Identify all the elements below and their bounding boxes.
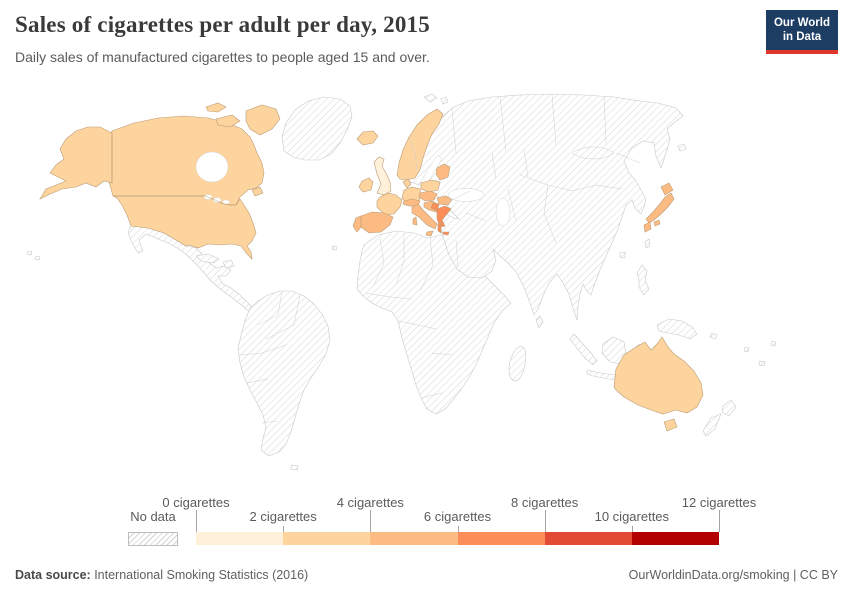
region-philippines[interactable] bbox=[636, 264, 650, 296]
region-baltic-states[interactable] bbox=[435, 163, 451, 181]
hudson-bay bbox=[195, 151, 229, 183]
region-usa[interactable] bbox=[39, 126, 257, 260]
region-poland[interactable] bbox=[420, 179, 441, 193]
region-united-kingdom[interactable] bbox=[373, 156, 392, 196]
legend-tick-mark bbox=[196, 510, 197, 532]
region-canada[interactable] bbox=[103, 102, 281, 206]
region-japan[interactable] bbox=[643, 182, 675, 233]
region-norway-sweden[interactable] bbox=[396, 108, 444, 181]
region-bulgaria[interactable] bbox=[436, 195, 453, 206]
region-iceland[interactable] bbox=[356, 130, 379, 146]
legend-tick-mark bbox=[457, 526, 459, 532]
page-title: Sales of cigarettes per adult per day, 2… bbox=[15, 12, 430, 37]
region-israel[interactable] bbox=[437, 221, 442, 234]
region-ireland[interactable] bbox=[358, 177, 374, 193]
legend-segment[interactable] bbox=[457, 532, 545, 545]
legend-segment[interactable] bbox=[283, 532, 371, 545]
region-czechia-hungary[interactable] bbox=[418, 190, 438, 202]
data-source: Data source: International Smoking Stati… bbox=[15, 568, 308, 582]
legend-tick-mark bbox=[370, 510, 372, 532]
map-legend: No data 0 cigarettes 2 cigarettes 4 ciga… bbox=[0, 495, 850, 555]
region-canary-islands[interactable] bbox=[331, 245, 338, 251]
owid-logo-line2: in Data bbox=[782, 31, 822, 44]
legend-tick-label-6: 6 cigarettes bbox=[423, 509, 492, 524]
page-subtitle: Daily sales of manufactured cigarettes t… bbox=[15, 49, 430, 65]
region-taiwan[interactable] bbox=[644, 238, 651, 249]
region-sumatra[interactable] bbox=[569, 333, 598, 366]
region-italy[interactable] bbox=[411, 203, 438, 237]
owid-logo-line1: Our World bbox=[773, 17, 830, 29]
legend-tick-mark bbox=[544, 510, 546, 532]
region-greece[interactable] bbox=[436, 205, 452, 236]
region-commander-islands[interactable] bbox=[677, 143, 687, 152]
legend-tick-label-0: 0 cigarettes bbox=[162, 495, 230, 510]
region-sri-lanka[interactable] bbox=[535, 315, 544, 329]
great-lake-2 bbox=[212, 197, 222, 203]
legend-tick-label-8: 8 cigarettes bbox=[511, 495, 579, 510]
region-new-zealand[interactable] bbox=[702, 399, 737, 437]
region-portugal[interactable] bbox=[352, 215, 362, 233]
legend-no-data-label: No data bbox=[130, 509, 176, 524]
region-madagascar[interactable] bbox=[508, 346, 527, 382]
data-source-label: Data source: bbox=[15, 568, 91, 582]
legend-segment[interactable] bbox=[631, 532, 720, 545]
region-spain[interactable] bbox=[360, 211, 394, 234]
world-map bbox=[26, 93, 777, 471]
legend-tick-mark bbox=[719, 510, 720, 532]
legend-segment[interactable] bbox=[196, 532, 284, 545]
legend-no-data-swatch[interactable] bbox=[128, 532, 178, 546]
region-falkland-islands[interactable] bbox=[290, 464, 299, 471]
legend-tick-label-2: 2 cigarettes bbox=[249, 509, 317, 524]
black-sea bbox=[447, 188, 485, 202]
region-eurasia[interactable] bbox=[403, 93, 684, 321]
region-alaska bbox=[39, 126, 113, 200]
region-hispaniola[interactable] bbox=[222, 259, 235, 269]
legend-ticks: 0 cigarettes 2 cigarettes 4 cigarettes 6… bbox=[162, 495, 756, 545]
legend-tick-label-10: 10 cigarettes bbox=[594, 509, 670, 524]
region-australia[interactable] bbox=[613, 336, 704, 432]
region-germany[interactable] bbox=[401, 186, 422, 205]
region-pacific-islands[interactable] bbox=[709, 332, 777, 367]
owid-logo[interactable]: Our World in Data bbox=[766, 10, 838, 54]
legend-segment[interactable] bbox=[544, 532, 632, 545]
legend-color-bar bbox=[196, 532, 720, 545]
legend-segment[interactable] bbox=[370, 532, 458, 545]
region-france[interactable] bbox=[376, 192, 403, 216]
region-hainan[interactable] bbox=[619, 251, 626, 259]
region-greenland[interactable] bbox=[281, 96, 353, 161]
usa-canada-border bbox=[111, 133, 241, 206]
caspian-sea bbox=[495, 197, 511, 227]
legend-tick-mark bbox=[631, 526, 633, 532]
region-new-guinea[interactable] bbox=[656, 318, 698, 340]
region-svalbard[interactable] bbox=[423, 93, 449, 105]
credit-link[interactable]: OurWorldinData.org/smoking | CC BY bbox=[628, 568, 838, 582]
country-borders bbox=[239, 94, 641, 424]
legend-tick-label-12: 12 cigarettes bbox=[681, 495, 757, 510]
region-denmark[interactable] bbox=[402, 178, 412, 189]
region-south-america[interactable] bbox=[237, 290, 331, 457]
region-hawaii[interactable] bbox=[26, 250, 41, 261]
legend-tick-mark bbox=[283, 526, 285, 532]
data-source-text: International Smoking Statistics (2016) bbox=[90, 568, 309, 582]
legend-tick-label-4: 4 cigarettes bbox=[336, 495, 404, 510]
region-cuba[interactable] bbox=[195, 253, 220, 264]
region-tasmania bbox=[663, 418, 678, 432]
